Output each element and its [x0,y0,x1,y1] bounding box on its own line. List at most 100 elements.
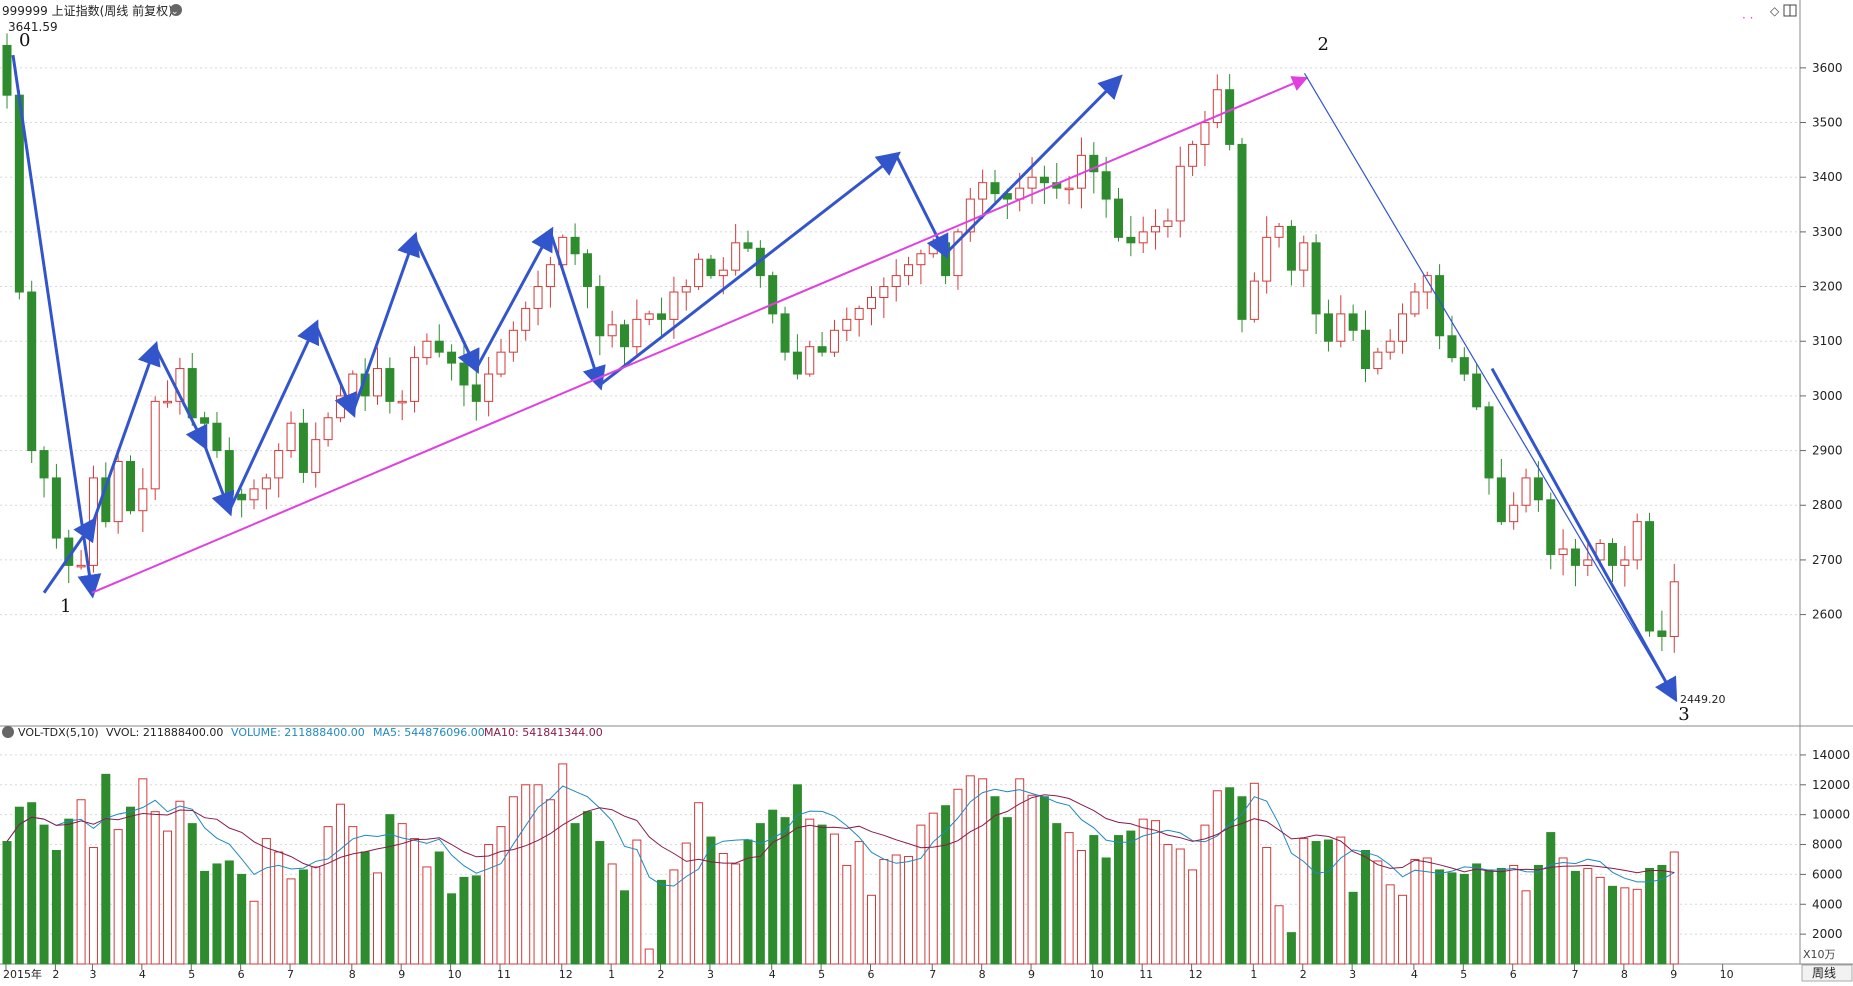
volume-bar [1163,844,1173,965]
volume-bar [595,841,605,965]
candle-body [595,286,605,337]
candle-body [261,477,271,490]
candle-body [706,258,716,277]
candle-body [76,564,86,568]
volume-bar [582,811,592,965]
candle-body [1114,198,1123,238]
volume-bar [953,788,963,965]
volume-ma5-line [6,785,1675,887]
volume-bar [706,836,716,965]
candle-body [632,318,642,348]
volume-tick-label: 12000 [1812,778,1850,792]
chart-title: 999999 上证指数(周线 前复权) [2,3,173,18]
price-tick-label: 2600 [1812,608,1843,622]
candle-body [200,417,210,424]
candle-body [1533,477,1543,501]
x-month-label: 7 [929,968,936,981]
candle-body [1570,548,1580,566]
volume-bar [570,823,580,965]
x-month-label: 11 [497,968,511,981]
decline-thin-line [1303,73,1675,698]
volume-bar [743,839,753,965]
volume-bar [1212,790,1222,965]
candle-body [1435,275,1445,337]
volume-bar [755,823,765,965]
x-axis-month-labels: 2015年 2 3 4 5 6 7 8 9 10 11 12 1 2 3 4 5 6 7 8 9 10 11 12 1 2 3 4 5 6… [3,964,1734,981]
volume-bar [632,839,642,965]
volume-bar [496,826,506,965]
volume-bar [521,784,531,965]
volume-dropdown-icon[interactable] [2,726,14,738]
candle-body [953,231,963,277]
candle-body [1064,187,1074,191]
candle-body [311,439,321,473]
x-month-label: 9 [1028,968,1035,981]
x-month-label: 5 [1460,968,1467,981]
volume-bar [348,826,358,965]
candle-body [657,313,667,320]
candle-body [298,422,308,473]
volume-bar [780,817,790,965]
candle-body [1039,176,1049,184]
volume-bar [842,864,852,965]
candle-body [582,253,592,288]
candle-body [1188,143,1198,167]
volume-bar [1410,858,1420,965]
price-panel [0,0,1800,726]
volume-bar [1286,932,1296,965]
volume-bar [138,778,148,965]
volume-bar [904,855,914,965]
volume-bar [1262,847,1272,965]
candle-body [607,324,617,337]
volume-bar [620,890,629,965]
x-month-label: 9 [1670,968,1677,981]
volume-bar [533,784,543,965]
volume-bar [1645,867,1655,965]
candle-body [1151,225,1161,233]
x-month-label: 5 [818,968,825,981]
candle-body [508,329,518,353]
sub-wave-segment [548,231,606,391]
x-month-label: 11 [1139,968,1153,981]
candle-body [187,368,197,419]
volume-bar [434,851,444,965]
volume-bar [941,805,951,965]
volume-bar [879,858,889,965]
candle-body [224,450,234,495]
candle-body [1249,280,1259,320]
candle-body [718,269,728,277]
volume-bar [965,775,975,965]
volume-bar [1521,890,1531,965]
candle-body [1608,543,1617,566]
diamond-icon[interactable]: ◇ [1770,4,1780,18]
volume-bar [200,870,210,965]
volume-bar [607,863,617,965]
candle-body [1225,89,1235,145]
candle-body [397,400,407,404]
candle-body [1447,335,1457,359]
sub-wave-segment [203,444,235,517]
volume-bar [558,763,568,965]
candle-body [620,324,629,348]
candle-body [1299,242,1309,271]
candle-body [990,182,1000,195]
volume-bar [39,824,49,965]
volume-bar [373,872,382,965]
chevron-down-icon: ⌄ [171,7,179,17]
volume-bar [1533,864,1543,965]
candle-body [113,461,123,523]
x-month-label: 10 [1090,968,1104,981]
candle-body [1323,313,1333,342]
volume-bar [978,778,988,965]
candle-body [39,450,49,479]
x-month-label: 1 [1250,968,1257,981]
candle-body [1237,143,1247,320]
period-button[interactable] [1801,964,1853,982]
price-tick-label: 3100 [1812,334,1843,348]
x-month-label: 6 [1510,968,1517,981]
low-price-label: 2449.20 [1680,693,1726,706]
candle-body [51,477,61,539]
wave-label-0: 0 [19,30,30,51]
title-dropdown-icon[interactable] [170,4,182,16]
